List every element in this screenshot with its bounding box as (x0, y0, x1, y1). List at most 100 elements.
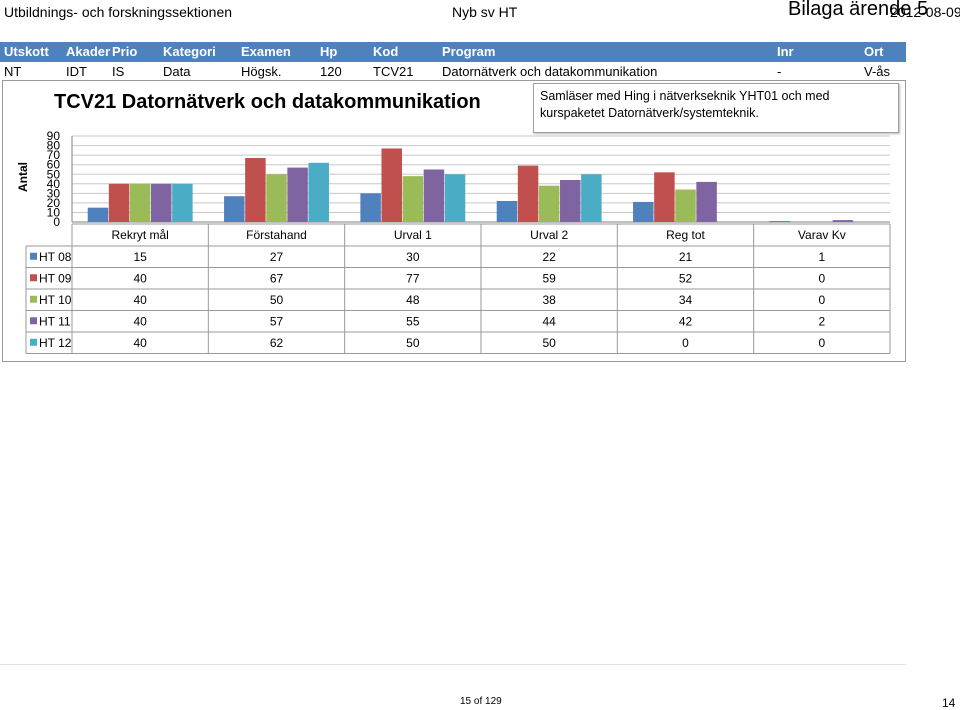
val-prio: IS (112, 64, 125, 79)
y-tick-label: 40 (47, 177, 61, 191)
val-ort: V-ås (864, 64, 891, 79)
val-akademi: IDT (66, 64, 87, 79)
val-hp: 120 (320, 64, 342, 79)
data-label: 38 (542, 293, 556, 307)
data-label: 15 (133, 250, 147, 264)
data-label: 1 (818, 250, 825, 264)
column-header-bar: Utskott Akadem Prio Kategori Examen Hp K… (0, 42, 906, 62)
legend-label: HT 08 (39, 250, 72, 264)
section-title: Utbildnings- och forskningssektionen (4, 4, 233, 20)
legend-swatch (30, 317, 37, 325)
col-kod: Kod (373, 44, 399, 59)
y-tick-label: 30 (47, 186, 61, 200)
bar (496, 200, 518, 222)
y-tick-label: 10 (47, 205, 61, 219)
data-label: 40 (133, 271, 147, 285)
data-label: 57 (270, 314, 284, 328)
val-kod: TCV21 (373, 64, 414, 79)
report-name: Nyb sv HT (452, 4, 518, 20)
y-tick-label: 90 (47, 129, 61, 143)
data-label: 30 (406, 250, 420, 264)
legend-label: HT 10 (39, 293, 72, 307)
bar (444, 174, 466, 222)
val-kategori: Data (163, 64, 191, 79)
data-label: 55 (406, 314, 420, 328)
data-label: 21 (679, 250, 693, 264)
bar (560, 179, 581, 222)
legend-swatch (30, 338, 37, 346)
y-tick-label: 80 (47, 139, 61, 153)
legend-swatch (30, 274, 37, 282)
data-label: 50 (406, 336, 420, 350)
col-prio: Prio (112, 44, 138, 59)
data-label: 42 (679, 314, 693, 328)
bar (402, 176, 424, 222)
bar (675, 189, 696, 222)
col-kategori: Kategori (163, 44, 216, 59)
category-label: Rekryt mål (111, 228, 168, 242)
category-label: Urval 2 (530, 228, 568, 242)
col-akademi: Akadem (66, 44, 110, 59)
chart-title: TCV21 Datornätverk och datakommunikation (54, 91, 481, 113)
bilaga-label: Bilaga ärende 5 (788, 0, 929, 20)
data-label: 0 (818, 293, 825, 307)
y-tick-label: 50 (47, 167, 61, 181)
data-label: 52 (679, 271, 693, 285)
bar (654, 172, 675, 222)
col-hp: Hp (320, 44, 338, 59)
bar (151, 183, 172, 222)
data-label: 40 (133, 336, 147, 350)
col-ort: Ort (864, 44, 884, 59)
note-box: Samläser med Hing i nätverkseknik YHT01 … (533, 83, 899, 133)
bar (360, 193, 381, 222)
legend-swatch (30, 295, 37, 303)
bar (287, 167, 308, 222)
bar (696, 181, 717, 222)
category-label: Förstahand (246, 228, 307, 242)
bar (308, 162, 329, 222)
legend-label: HT 09 (39, 271, 72, 285)
course-row: NT IDT IS Data Högsk. 120 TCV21 Datornät… (0, 62, 906, 82)
data-label: 50 (270, 293, 284, 307)
page-counter: 15 of 129 (460, 696, 502, 707)
data-label: 48 (406, 293, 420, 307)
report-date: 2012-08-09 (890, 4, 960, 20)
data-label: 34 (679, 293, 693, 307)
data-label: 40 (133, 314, 147, 328)
data-label: 0 (682, 336, 689, 350)
data-label: 50 (542, 336, 556, 350)
footer-divider (0, 664, 906, 665)
bar (633, 201, 654, 222)
data-label: 22 (542, 250, 556, 264)
category-label: Reg tot (666, 228, 705, 242)
bar (381, 148, 402, 222)
data-label: 27 (270, 250, 284, 264)
bar (245, 158, 266, 222)
y-tick-label: 20 (47, 196, 61, 210)
bar (832, 220, 854, 222)
data-label: 62 (270, 336, 284, 350)
val-utskott: NT (4, 64, 22, 79)
bar (538, 185, 560, 222)
bar (517, 165, 539, 222)
data-label: 0 (818, 271, 825, 285)
legend-label: HT 11 (39, 314, 71, 328)
col-program: Program (442, 44, 496, 59)
y-tick-label: 0 (53, 215, 60, 229)
data-label: 40 (133, 293, 147, 307)
val-program: Datornätverk och datakommunikation (442, 64, 658, 79)
bar (108, 183, 130, 222)
val-examen: Högsk. (241, 64, 282, 79)
y-tick-label: 60 (47, 158, 61, 172)
bar (581, 174, 602, 222)
data-label: 2 (818, 314, 825, 328)
col-examen: Examen (241, 44, 291, 59)
category-label: Urval 1 (394, 228, 432, 242)
data-label: 77 (406, 271, 420, 285)
category-label: Varav Kv (798, 228, 846, 242)
page-number: 14 (942, 696, 956, 710)
data-label: 0 (818, 336, 825, 350)
bar (87, 207, 109, 222)
bar (172, 183, 193, 222)
